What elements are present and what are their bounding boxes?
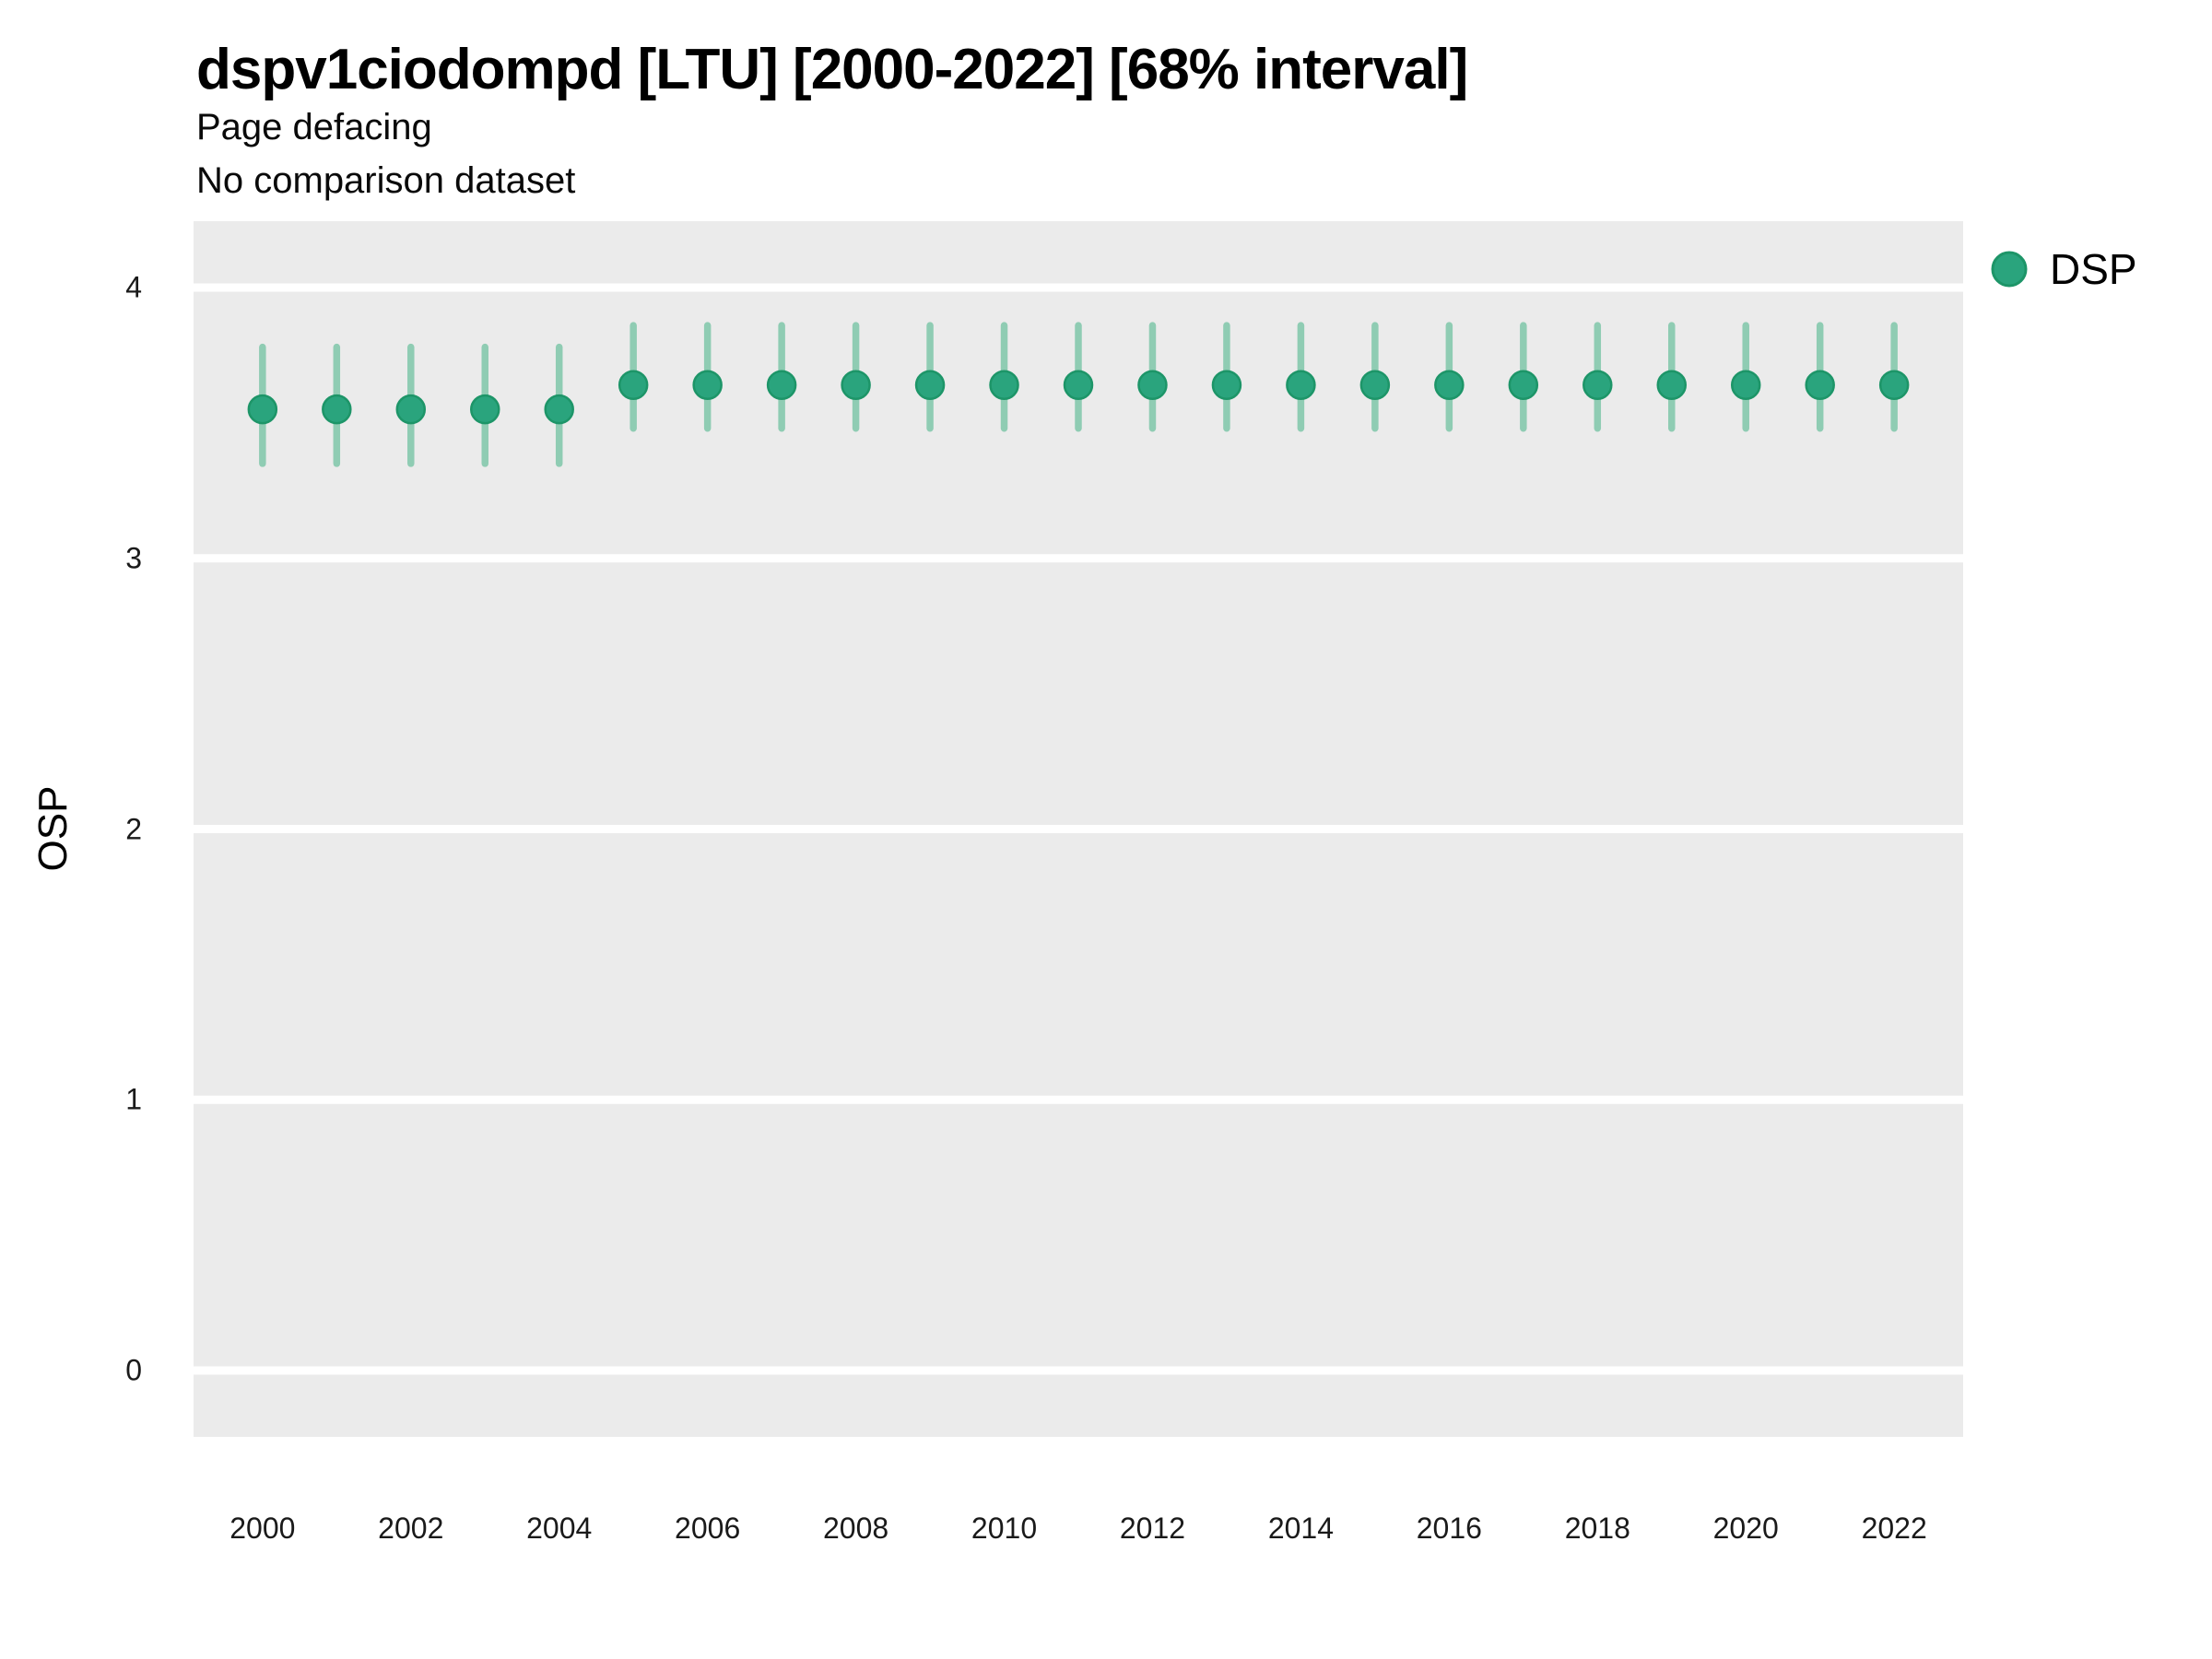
plot-panel (194, 221, 1963, 1437)
chart-title: dspv1ciodompd [LTU] [2000-2022] [68% int… (196, 38, 1468, 101)
y-tick-label-2: 2 (125, 812, 142, 845)
x-tick-label-2008: 2008 (822, 1512, 889, 1545)
data-point-2021 (1805, 370, 1835, 400)
x-tick-label-2012: 2012 (1119, 1512, 1186, 1545)
data-point-2000 (247, 394, 278, 425)
data-point-2003 (469, 394, 500, 425)
x-tick-label-2006: 2006 (675, 1512, 741, 1545)
x-tick-label-2018: 2018 (1564, 1512, 1630, 1545)
data-point-2010 (989, 370, 1019, 400)
data-point-2018 (1583, 370, 1613, 400)
data-point-2014 (1286, 370, 1316, 400)
data-point-2009 (914, 370, 946, 400)
data-point-2015 (1359, 370, 1391, 400)
x-axis-tick-labels: 2000 2002 2004 2006 2008 2010 2012 2014 2016 2018… (194, 1512, 1963, 1567)
data-point-2016 (1434, 370, 1465, 400)
data-point-2006 (692, 370, 723, 400)
x-tick-label-2014: 2014 (1267, 1512, 1334, 1545)
data-point-2004 (544, 394, 574, 425)
x-tick-label-2020: 2020 (1712, 1512, 1779, 1545)
data-point-2012 (1137, 370, 1168, 400)
data-point-2005 (618, 370, 649, 400)
data-point-2008 (841, 370, 871, 400)
data-point-2011 (1063, 370, 1094, 400)
chart-subtitle: Page defacing (196, 107, 432, 147)
x-tick-label-2010: 2010 (971, 1512, 1038, 1545)
chart-note: No comparison dataset (196, 160, 576, 201)
data-point-2019 (1656, 370, 1688, 400)
data-point-2007 (766, 370, 797, 400)
y-tick-label-3: 3 (125, 541, 142, 575)
y-tick-label-1: 1 (125, 1082, 142, 1116)
data-point-2022 (1878, 370, 1910, 400)
data-point-2013 (1211, 370, 1242, 400)
data-point-2002 (395, 394, 427, 425)
x-tick-label-2016: 2016 (1416, 1512, 1482, 1545)
data-point-2020 (1730, 370, 1761, 400)
data-point-2001 (322, 394, 352, 425)
y-tick-label-0: 0 (125, 1353, 142, 1387)
y-tick-label-4: 4 (125, 270, 142, 304)
y-axis-tick-labels: 0 1 2 3 4 (0, 221, 146, 1437)
x-tick-label-2000: 2000 (229, 1512, 296, 1545)
legend: DSP (1989, 244, 2137, 294)
x-tick-label-2002: 2002 (378, 1512, 444, 1545)
legend-point-icon (1991, 251, 2028, 288)
legend-label: DSP (2050, 245, 2137, 293)
plot-panel-svg (194, 283, 1963, 1375)
data-point-2017 (1508, 370, 1539, 400)
x-tick-label-2004: 2004 (526, 1512, 593, 1545)
x-tick-label-2022: 2022 (1861, 1512, 1927, 1545)
